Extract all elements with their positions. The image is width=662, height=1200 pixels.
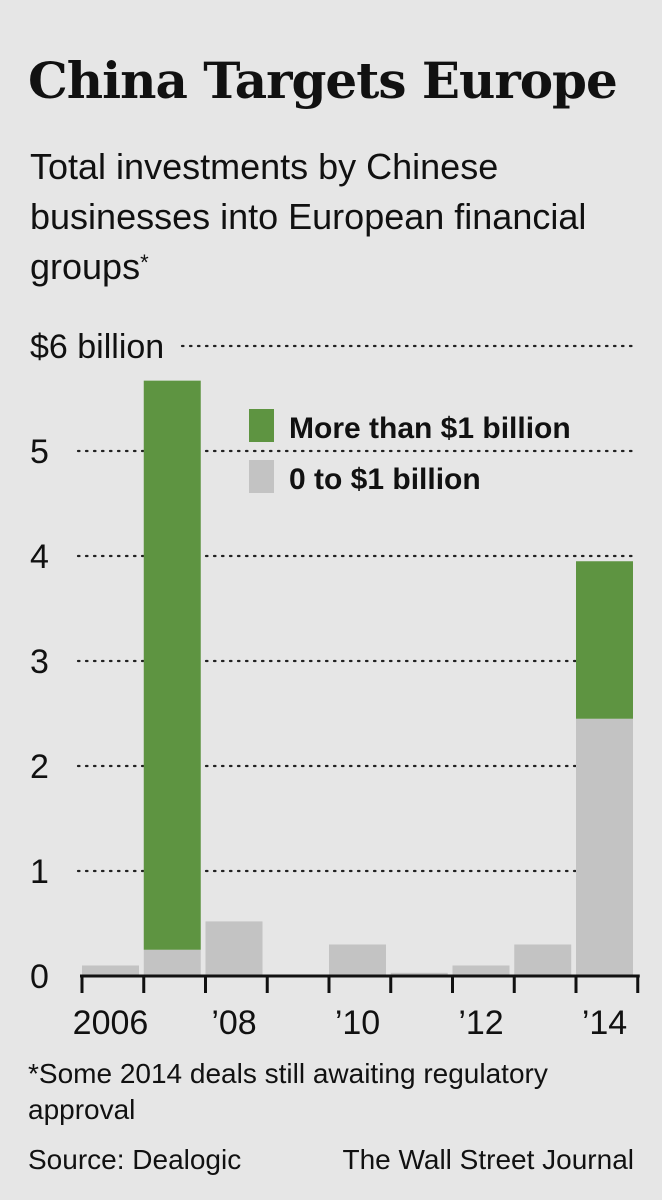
x-tick-label-2014: ’14	[582, 1004, 627, 1042]
y-tick-label-3: 3	[30, 643, 49, 681]
bars	[82, 380, 633, 976]
chart-title: China Targets Europe	[28, 51, 618, 110]
chart-subtitle: Total investments by Chinese businesses …	[30, 142, 640, 292]
y-tick-label-4: 4	[30, 538, 49, 576]
footnote: *Some 2014 deals still awaiting regulato…	[28, 1058, 548, 1125]
x-tick-label-2008: ’08	[211, 1004, 256, 1042]
bar-2010-series-0	[329, 944, 386, 976]
legend-swatch-0	[249, 409, 274, 442]
tick-labels: 0 1 2 3 4 5 $6 billion 2006 ’08 ’10 ’12 ’14	[30, 328, 627, 1042]
legend-label-0: More than $1 billion	[289, 412, 571, 445]
legend-label-1: 0 to $1 billion	[289, 463, 481, 496]
bar-2007-series-0	[143, 949, 201, 976]
x-tick-label-2012: ’12	[458, 1004, 503, 1042]
y-tick-label-2: 2	[30, 748, 49, 786]
y-tick-label-0: 0	[30, 958, 49, 996]
bar-2011-series-0	[390, 972, 448, 976]
bar-2007-series-1	[143, 380, 201, 950]
x-tick-label-2010: ’10	[335, 1004, 380, 1042]
x-axis	[80, 974, 640, 993]
bar-2013-series-0	[514, 944, 572, 976]
y-tick-label-5: 5	[30, 433, 49, 471]
bar-2006-series-0	[82, 965, 139, 976]
legend: More than $1 billion 0 to $1 billion	[249, 409, 571, 496]
bar-2014-series-0	[576, 718, 633, 976]
gridlines	[76, 344, 637, 873]
bar-2014-series-1	[576, 561, 633, 719]
bar-2008-series-0	[205, 921, 263, 976]
publisher-credit: The Wall Street Journal	[342, 1144, 634, 1175]
legend-swatch-1	[249, 460, 274, 493]
subtitle-text: Total investments by Chinese businesses …	[30, 146, 587, 287]
source-note: Source: Dealogic	[28, 1144, 242, 1175]
bar-2012-series-0	[452, 965, 510, 976]
y-tick-label-6: $6 billion	[30, 328, 164, 366]
y-tick-label-1: 1	[30, 853, 49, 891]
x-tick-label-2006: 2006	[73, 1004, 149, 1042]
subtitle-footnote-marker: *	[140, 250, 149, 275]
bar-chart: 0 1 2 3 4 5 $6 billion 2006 ’08 ’10 ’12 ’14 More th…	[30, 328, 640, 1042]
